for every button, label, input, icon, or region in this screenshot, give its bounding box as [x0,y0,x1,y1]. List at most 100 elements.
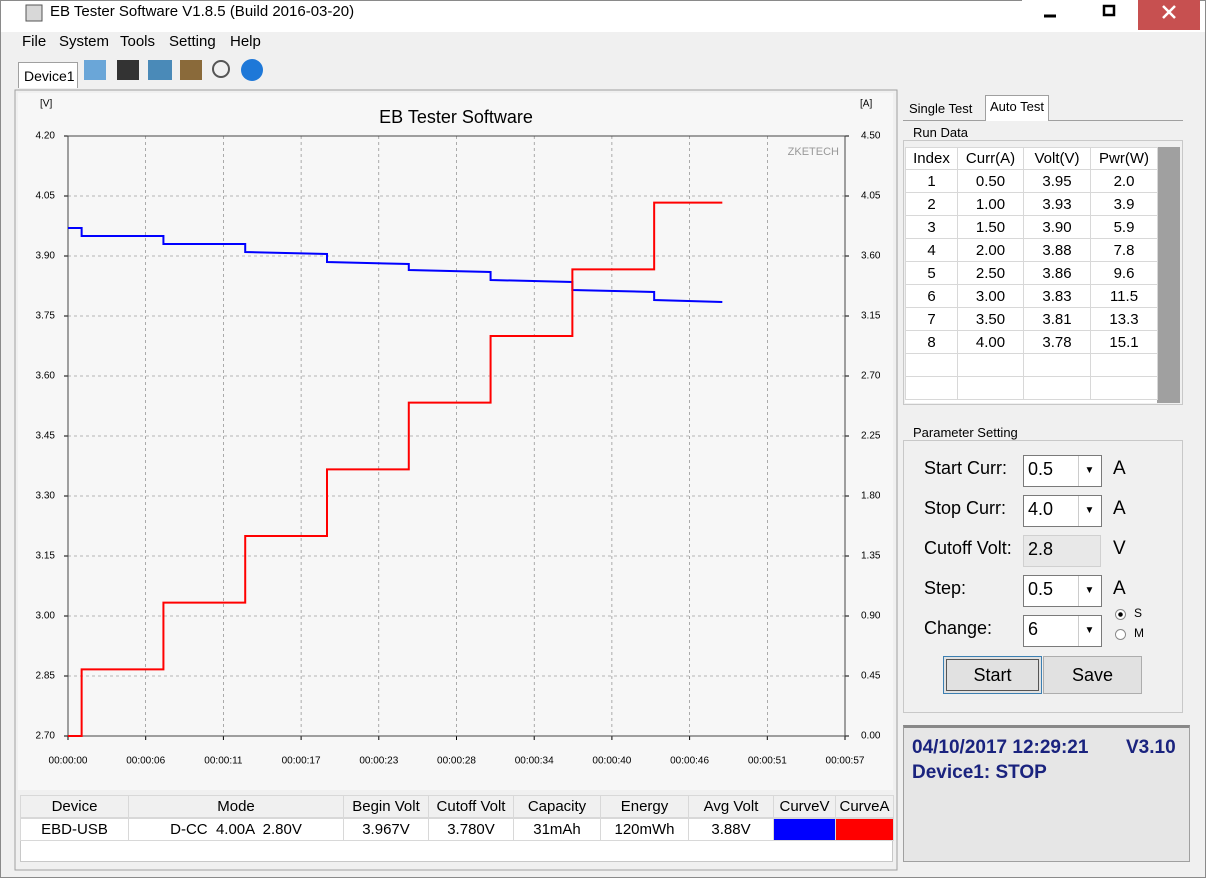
search-icon[interactable] [212,60,230,78]
y-tick-label: 3.75 [36,311,56,322]
column-header: Pwr(W) [1090,147,1158,170]
legend-swatch [773,818,836,841]
table-cell: 3.88 [1023,238,1091,262]
chart-title: EB Tester Software [379,107,533,127]
empty-cell [905,376,958,400]
info-icon[interactable] [241,59,263,81]
status-box [903,725,1190,862]
group-box [903,440,1183,713]
legend-swatch [835,818,894,841]
x-tick-label: 00:00:11 [204,756,243,767]
legend-header: CurveA [835,795,894,818]
y-tick-label: 3.90 [36,251,56,262]
table-cell: 3.50 [957,307,1024,331]
close-button[interactable] [1138,0,1200,30]
field-label: Step: [924,578,967,598]
empty-cell [1023,376,1091,400]
legend-header: CurveV [773,795,836,818]
watermark: ZKETECH [788,146,839,158]
y-tick-label: 2.70 [36,731,56,742]
side-tab[interactable]: Auto Test [985,95,1049,121]
column-header: Curr(A) [957,147,1024,170]
x-tick-label: 00:00:40 [592,756,631,767]
x-tick-label: 00:00:46 [670,756,709,767]
radio-label[interactable]: S [1134,606,1143,620]
table-cell: 7.8 [1090,238,1158,262]
table-cell: 11.5 [1090,284,1158,308]
status-state: Device1: STOP [912,762,1047,783]
unit-label: A [1113,578,1126,599]
button[interactable]: Start [943,656,1042,694]
y2-tick-label: 1.80 [861,491,881,502]
field-label: Stop Curr: [924,498,1007,518]
table-cell: 1.50 [957,215,1024,239]
menu-item[interactable]: Help [230,33,261,50]
image-icon[interactable] [148,60,172,80]
group-title: Parameter Setting [911,425,1020,440]
status-datetime: 04/10/2017 12:29:21 [912,737,1089,758]
table-cell: 3.00 [957,284,1024,308]
button[interactable]: Save [1043,656,1142,694]
menu-item[interactable]: Tools [120,33,156,50]
column-header: Capacity [513,795,601,818]
y-tick-label: 4.05 [36,191,56,202]
x-tick-label: 00:00:57 [826,756,865,767]
title-bar [0,0,1206,32]
table-cell: D-CC 4.00A 2.80V [128,818,344,841]
combo-arrow: ▼ [1078,456,1100,486]
column-header: Avg Volt [688,795,774,818]
table-cell: 13.3 [1090,307,1158,331]
open-icon[interactable] [84,60,106,80]
x-tick-label: 00:00:51 [748,756,787,767]
column-header: Device [20,795,129,818]
y-tick-label: 3.00 [36,611,56,622]
unit-label: A [1113,498,1126,519]
table-cell: 5 [905,261,958,285]
table-cell: 3.9 [1090,192,1158,216]
table-cell: 31mAh [513,818,601,841]
empty-cell [957,376,1024,400]
table-cell: 9.6 [1090,261,1158,285]
table-cell: 3.95 [1023,169,1091,193]
y2-tick-label: 2.70 [861,371,881,382]
device-tab[interactable]: Device1 [18,62,78,88]
y-axis-label: [V] [40,99,52,110]
series-line [68,201,723,737]
table-cell: 3.967V [343,818,429,841]
table-cell: 3.81 [1023,307,1091,331]
table-cell: 2 [905,192,958,216]
menu-item[interactable]: Setting [169,33,216,50]
series-line [68,227,723,303]
y2-axis-label: [A] [860,99,872,110]
close-glyph [1162,5,1176,19]
save-icon[interactable] [117,60,139,80]
y2-tick-label: 1.35 [861,551,881,562]
y2-tick-label: 0.00 [861,731,881,742]
x-tick-label: 00:00:00 [49,756,88,767]
field-label: Cutoff Volt: [924,538,1012,558]
menu-item[interactable]: File [22,33,47,50]
unit-label: A [1113,458,1126,479]
combo-arrow: ▼ [1078,616,1100,646]
text-box[interactable]: 2.8 [1023,535,1101,567]
side-tab[interactable]: Single Test [909,101,973,116]
x-tick-label: 00:00:28 [437,756,476,767]
radio-button[interactable] [1115,629,1126,640]
unit-label: V [1113,538,1126,559]
radio-button[interactable] [1115,609,1126,620]
table-cell: 4.00 [957,330,1024,354]
app-icon [25,4,43,22]
menu-item[interactable]: System [59,33,110,50]
y-tick-label: 2.85 [36,671,56,682]
x-tick-label: 00:00:23 [359,756,398,767]
table-cell: 3.88V [688,818,774,841]
tools-icon[interactable] [180,60,202,80]
table-cell: 3.78 [1023,330,1091,354]
radio-label[interactable]: M [1134,626,1144,640]
combo-arrow: ▼ [1078,496,1100,526]
table-cell: 3.83 [1023,284,1091,308]
table-cell: 6 [905,284,958,308]
table-cell: 0.50 [957,169,1024,193]
group-title: Run Data [911,125,970,140]
